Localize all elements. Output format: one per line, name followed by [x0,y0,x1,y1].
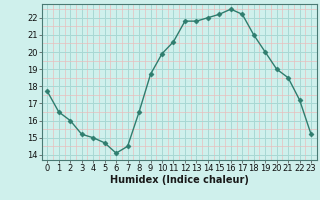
X-axis label: Humidex (Indice chaleur): Humidex (Indice chaleur) [110,175,249,185]
